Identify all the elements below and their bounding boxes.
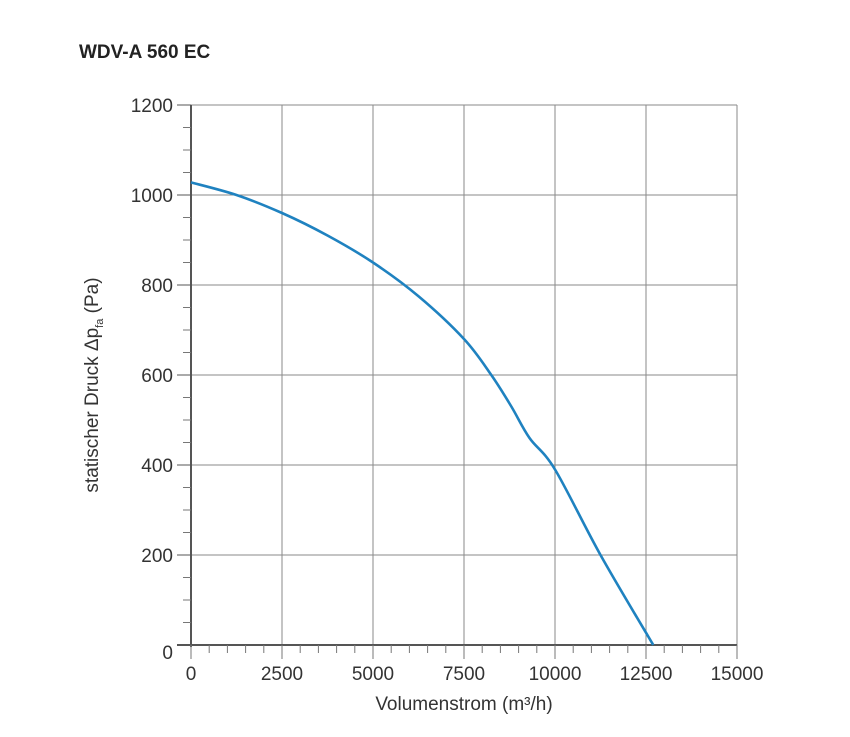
y-axis-label-subscript: fa bbox=[94, 318, 106, 328]
y-tick-label: 1200 bbox=[131, 96, 173, 117]
x-tick-label: 0 bbox=[186, 664, 197, 685]
y-tick-label: 200 bbox=[141, 546, 173, 567]
y-tick-label: 800 bbox=[141, 276, 173, 297]
x-tick-label: 15000 bbox=[711, 664, 764, 685]
x-axis-label: Volumenstrom (m³/h) bbox=[375, 694, 552, 715]
y-tick-label: 1000 bbox=[131, 186, 173, 207]
y-axis-label-unit: (Pa) bbox=[82, 277, 103, 318]
y-tick-label: 600 bbox=[141, 366, 173, 387]
y-axis-label: statischer Druck Δpfa (Pa) bbox=[82, 277, 106, 492]
x-tick-label: 5000 bbox=[352, 664, 394, 685]
x-tick-label: 2500 bbox=[261, 664, 303, 685]
series-line bbox=[190, 181, 655, 646]
y-tick-label: 400 bbox=[141, 456, 173, 477]
y-axis-label-main: statischer Druck Δp bbox=[82, 328, 103, 493]
x-tick-label: 12500 bbox=[620, 664, 673, 685]
x-tick-label: 7500 bbox=[443, 664, 485, 685]
x-tick-label: 10000 bbox=[529, 664, 582, 685]
y-tick-label: 0 bbox=[162, 643, 173, 664]
chart-title: WDV-A 560 EC bbox=[79, 42, 211, 63]
